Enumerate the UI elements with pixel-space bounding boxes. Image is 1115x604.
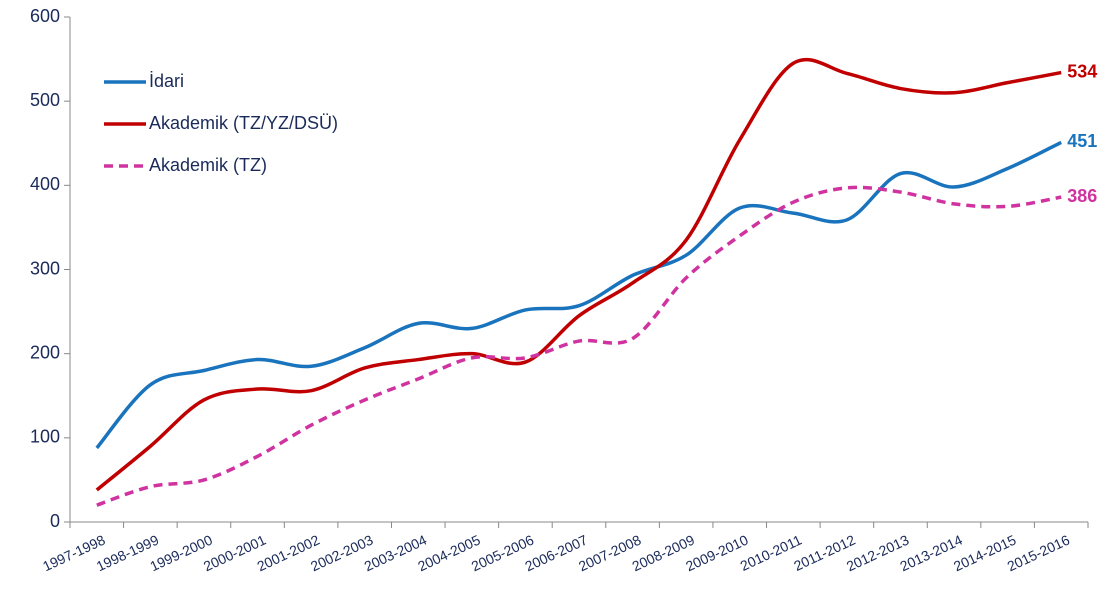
legend-label: Akademik (TZ/YZ/DSÜ) xyxy=(149,113,338,133)
end-label: 386 xyxy=(1067,186,1097,206)
y-tick-label: 100 xyxy=(30,427,60,447)
y-tick-label: 0 xyxy=(50,511,60,531)
line-series xyxy=(95,57,1062,492)
end-label: 451 xyxy=(1067,131,1097,151)
line-series xyxy=(95,140,1062,450)
y-tick-label: 600 xyxy=(30,6,60,26)
y-tick-label: 300 xyxy=(30,258,60,278)
legend-label: İdari xyxy=(149,71,184,91)
y-tick-label: 500 xyxy=(30,90,60,110)
y-tick-label: 400 xyxy=(30,174,60,194)
end-label: 534 xyxy=(1067,61,1097,81)
y-tick-label: 200 xyxy=(30,342,60,362)
line-series xyxy=(96,185,1062,507)
legend-label: Akademik (TZ) xyxy=(149,155,267,175)
x-tick-label: 2015-2016 xyxy=(1005,531,1073,574)
